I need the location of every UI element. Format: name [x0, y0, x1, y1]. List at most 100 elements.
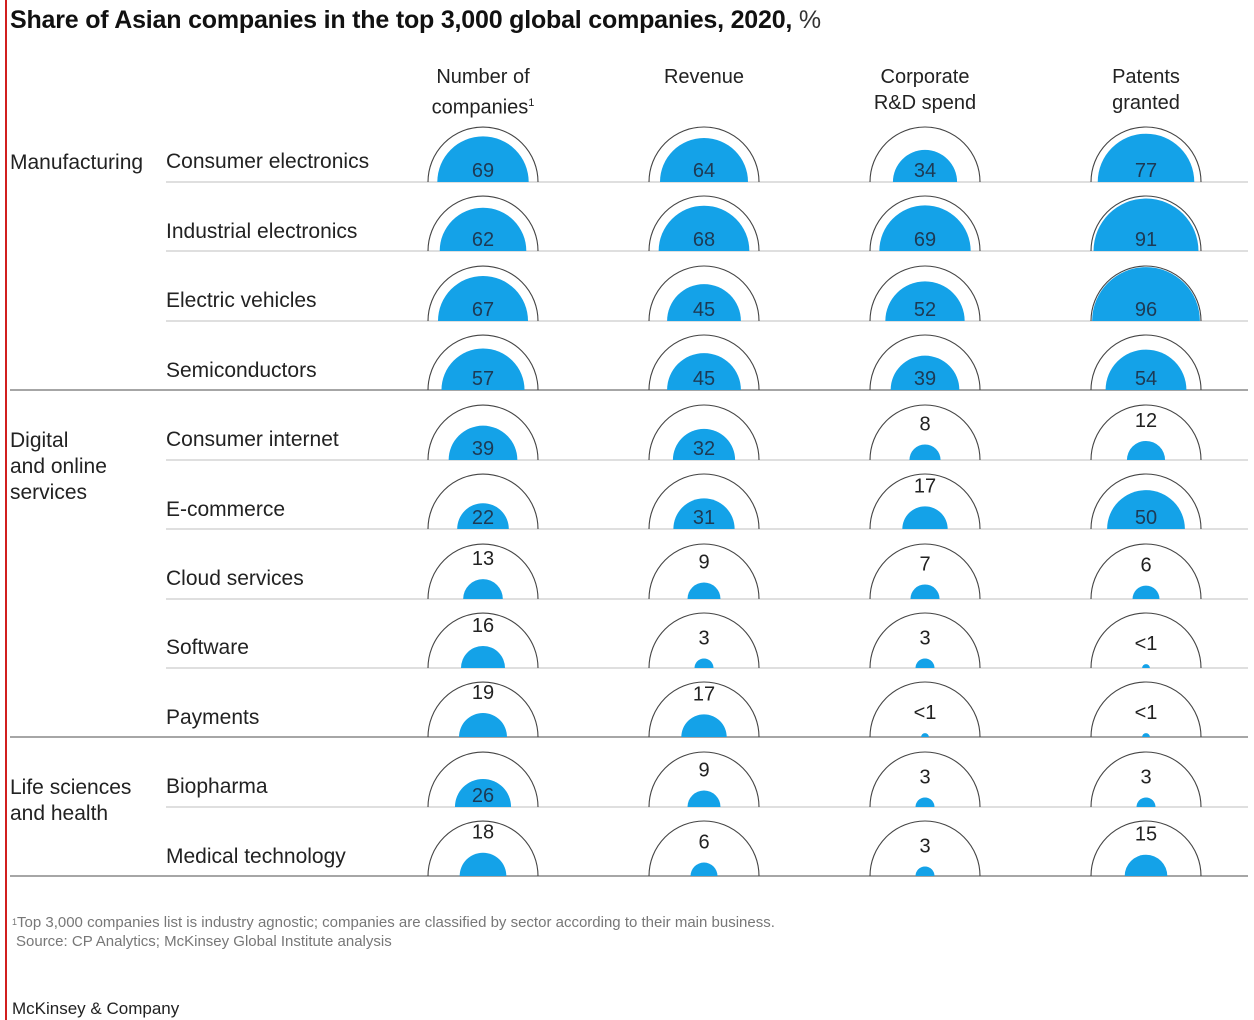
column-header-line2: Revenue: [663, 66, 745, 88]
value-semicircle-software-revenue: [694, 658, 714, 668]
footnote: 1Top 3,000 companies list is industry ag…: [12, 912, 775, 933]
value-semicircle-software-patents: [1142, 664, 1150, 668]
column-header-line1: Number of: [436, 66, 530, 88]
value-semicircle-cloud-services-rd-spend: [910, 584, 940, 599]
value-label-payments-revenue: 17: [693, 683, 715, 705]
value-semicircle-medical-technology-patents: [1124, 854, 1168, 876]
value-label-consumer-internet-companies: 39: [472, 438, 494, 460]
outline-arc-consumer-electronics-companies: [427, 126, 539, 183]
chart-title: Share of Asian companies in the top 3,00…: [10, 6, 821, 34]
value-label-payments-companies: 19: [472, 682, 494, 704]
group-label-line: Life sciences: [10, 776, 132, 799]
row-label-electric-vehicles: Electric vehicles: [166, 289, 317, 312]
row-label-software: Software: [166, 636, 249, 659]
value-label-semiconductors-revenue: 45: [693, 368, 715, 390]
column-header-patents: Patents granted: [1036, 64, 1254, 116]
value-label-consumer-internet-rd-spend: 8: [919, 413, 930, 435]
group-label-life-sciences: Life sciences and health: [10, 775, 131, 827]
row-label-medical-technology: Medical technology: [166, 845, 346, 868]
value-label-semiconductors-rd-spend: 39: [914, 368, 936, 390]
value-semicircle-consumer-electronics-patents: [1097, 133, 1195, 182]
value-label-medical-technology-patents: 15: [1135, 824, 1157, 846]
row-label-semiconductors: Semiconductors: [166, 359, 317, 382]
outline-arc-biopharma-rd-spend: [869, 751, 981, 808]
outline-arc-consumer-internet-patents: [1090, 404, 1202, 461]
left-accent-rule: [5, 0, 7, 1020]
outline-arc-payments-companies: [427, 681, 539, 738]
outline-arc-medical-technology-rd-spend: [869, 820, 981, 877]
value-label-biopharma-rd-spend: 3: [919, 766, 930, 788]
outline-arc-software-rd-spend: [869, 612, 981, 669]
value-semicircle-cloud-services-companies: [463, 579, 503, 599]
value-label-payments-rd-spend: <1: [914, 702, 937, 724]
value-semicircle-consumer-internet-companies: [448, 425, 518, 460]
value-semicircle-payments-patents: [1142, 733, 1150, 737]
brand-logo: McKinsey & Company: [12, 999, 180, 1018]
value-semicircle-cloud-services-patents: [1132, 585, 1160, 599]
value-semicircle-semiconductors-revenue: [667, 353, 741, 390]
value-label-cloud-services-rd-spend: 7: [919, 553, 930, 575]
value-semicircle-e-commerce-revenue: [673, 498, 735, 529]
value-semicircle-cloud-services-revenue: [687, 582, 721, 599]
outline-arc-e-commerce-companies: [427, 473, 539, 530]
group-label-line: services: [10, 481, 88, 504]
outline-arc-payments-revenue: [648, 681, 760, 738]
value-label-e-commerce-companies: 22: [472, 507, 494, 529]
value-label-consumer-electronics-rd-spend: 34: [914, 160, 936, 182]
row-label-industrial-electronics: Industrial electronics: [166, 220, 358, 243]
outline-arc-e-commerce-rd-spend: [869, 473, 981, 530]
value-label-cloud-services-patents: 6: [1140, 555, 1151, 577]
column-header-line1: Patents: [1112, 66, 1180, 88]
value-semicircle-electric-vehicles-patents: [1092, 267, 1200, 321]
value-label-semiconductors-companies: 57: [472, 368, 494, 390]
value-semicircle-biopharma-rd-spend: [915, 797, 935, 807]
outline-arc-payments-patents: [1090, 681, 1202, 738]
value-semicircle-biopharma-companies: [454, 778, 512, 807]
outline-arc-cloud-services-revenue: [648, 543, 760, 600]
value-label-consumer-electronics-revenue: 64: [693, 160, 715, 182]
row-label-cloud-services: Cloud services: [166, 567, 304, 590]
outline-arc-industrial-electronics-patents: [1090, 195, 1202, 252]
row-label-e-commerce: E-commerce: [166, 498, 286, 521]
column-header-number-of-companies: Number of companies1: [373, 64, 593, 121]
row-label-consumer-electronics: Consumer electronics: [166, 150, 370, 173]
outline-arc-industrial-electronics-rd-spend: [869, 195, 981, 252]
outline-arc-consumer-internet-revenue: [648, 404, 760, 461]
value-label-semiconductors-patents: 54: [1135, 368, 1157, 390]
outline-arc-consumer-electronics-patents: [1090, 126, 1202, 183]
value-label-software-rd-spend: 3: [919, 627, 930, 649]
footnote-mark: 1: [12, 917, 18, 927]
outline-arc-e-commerce-patents: [1090, 473, 1202, 530]
outline-arc-biopharma-companies: [427, 751, 539, 808]
value-semicircle-consumer-electronics-companies: [437, 136, 529, 182]
value-label-consumer-internet-patents: 12: [1135, 410, 1157, 432]
value-semicircle-semiconductors-rd-spend: [890, 355, 960, 390]
value-label-cloud-services-companies: 13: [472, 548, 494, 570]
value-semicircle-medical-technology-rd-spend: [915, 866, 935, 876]
value-label-biopharma-companies: 26: [472, 785, 494, 807]
column-header-line2: R&D spend: [873, 92, 977, 114]
source-note: Source: CP Analytics; McKinsey Global In…: [16, 933, 392, 950]
value-label-industrial-electronics-rd-spend: 69: [914, 229, 936, 251]
value-label-medical-technology-companies: 18: [472, 822, 494, 844]
outline-arc-biopharma-revenue: [648, 751, 760, 808]
value-label-consumer-electronics-patents: 77: [1135, 160, 1157, 182]
outline-arc-semiconductors-revenue: [648, 334, 760, 391]
outline-arc-electric-vehicles-rd-spend: [869, 265, 981, 322]
outline-arc-e-commerce-revenue: [648, 473, 760, 530]
value-semicircle-industrial-electronics-revenue: [658, 205, 750, 251]
footnote-text: Top 3,000 companies list is industry agn…: [17, 914, 775, 931]
outline-arc-electric-vehicles-patents: [1090, 265, 1202, 322]
outline-arc-semiconductors-rd-spend: [869, 334, 981, 391]
outline-arc-payments-rd-spend: [869, 681, 981, 738]
value-label-electric-vehicles-patents: 96: [1135, 299, 1157, 321]
value-semicircle-e-commerce-companies: [457, 503, 509, 529]
value-semicircle-industrial-electronics-rd-spend: [879, 205, 971, 251]
row-label-consumer-internet: Consumer internet: [166, 428, 339, 451]
group-label-line: Digital: [10, 429, 69, 452]
value-semicircle-consumer-internet-patents: [1126, 440, 1166, 460]
value-semicircle-consumer-electronics-rd-spend: [892, 149, 958, 182]
outline-arc-cloud-services-patents: [1090, 543, 1202, 600]
value-semicircle-software-companies: [461, 646, 505, 668]
row-label-biopharma: Biopharma: [166, 775, 268, 798]
